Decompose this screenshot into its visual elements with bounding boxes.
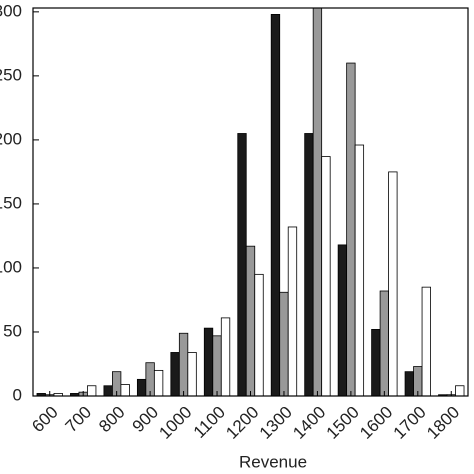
y-tick-label: 100 — [0, 257, 22, 276]
x-tick-label: 1100 — [190, 403, 229, 442]
y-tick-label: 300 — [0, 1, 22, 20]
bar — [103, 385, 113, 397]
plot-frame — [32, 7, 469, 397]
bar — [346, 62, 356, 397]
bar — [287, 226, 298, 397]
x-axis-label: Revenue — [239, 452, 307, 471]
x-tick-label: 1500 — [323, 403, 363, 443]
bar — [421, 286, 431, 397]
bar — [270, 14, 281, 397]
x-tick-label: 1700 — [390, 403, 430, 443]
x-tick-label: 1600 — [356, 403, 396, 443]
bar — [371, 329, 381, 397]
bar — [379, 290, 389, 397]
y-tick-label: 250 — [0, 65, 22, 84]
bar — [136, 378, 147, 397]
x-tick-label: 1300 — [256, 403, 296, 443]
x-tick-label: 800 — [95, 403, 128, 436]
x-tick-label: 600 — [28, 403, 61, 436]
y-tick-label: 0 — [13, 385, 22, 404]
bar — [178, 332, 189, 397]
x-tick-label: 1400 — [289, 403, 329, 443]
bar — [337, 244, 348, 397]
bar — [279, 291, 289, 397]
bar — [170, 352, 180, 397]
bar — [220, 317, 231, 397]
bar — [212, 335, 222, 397]
x-tick-label: 1200 — [222, 403, 262, 443]
bar — [304, 133, 314, 397]
x-tick-label: 1800 — [423, 403, 463, 443]
bar — [245, 245, 256, 397]
bar — [153, 369, 164, 397]
bar — [87, 385, 97, 397]
bar — [254, 273, 264, 397]
bar — [187, 352, 197, 397]
bar — [388, 171, 398, 397]
bar — [404, 371, 414, 397]
x-tick-label: 1000 — [155, 403, 195, 443]
bar — [455, 385, 465, 397]
bar — [120, 384, 130, 397]
x-tick-label: 700 — [62, 403, 95, 436]
y-tick-label: 50 — [3, 321, 22, 340]
bar — [237, 133, 247, 397]
y-tick-label: 200 — [0, 129, 22, 148]
bar — [312, 7, 323, 397]
bar — [321, 156, 331, 397]
bar — [203, 327, 214, 397]
y-tick-label: 150 — [0, 193, 22, 212]
bar — [354, 144, 365, 397]
